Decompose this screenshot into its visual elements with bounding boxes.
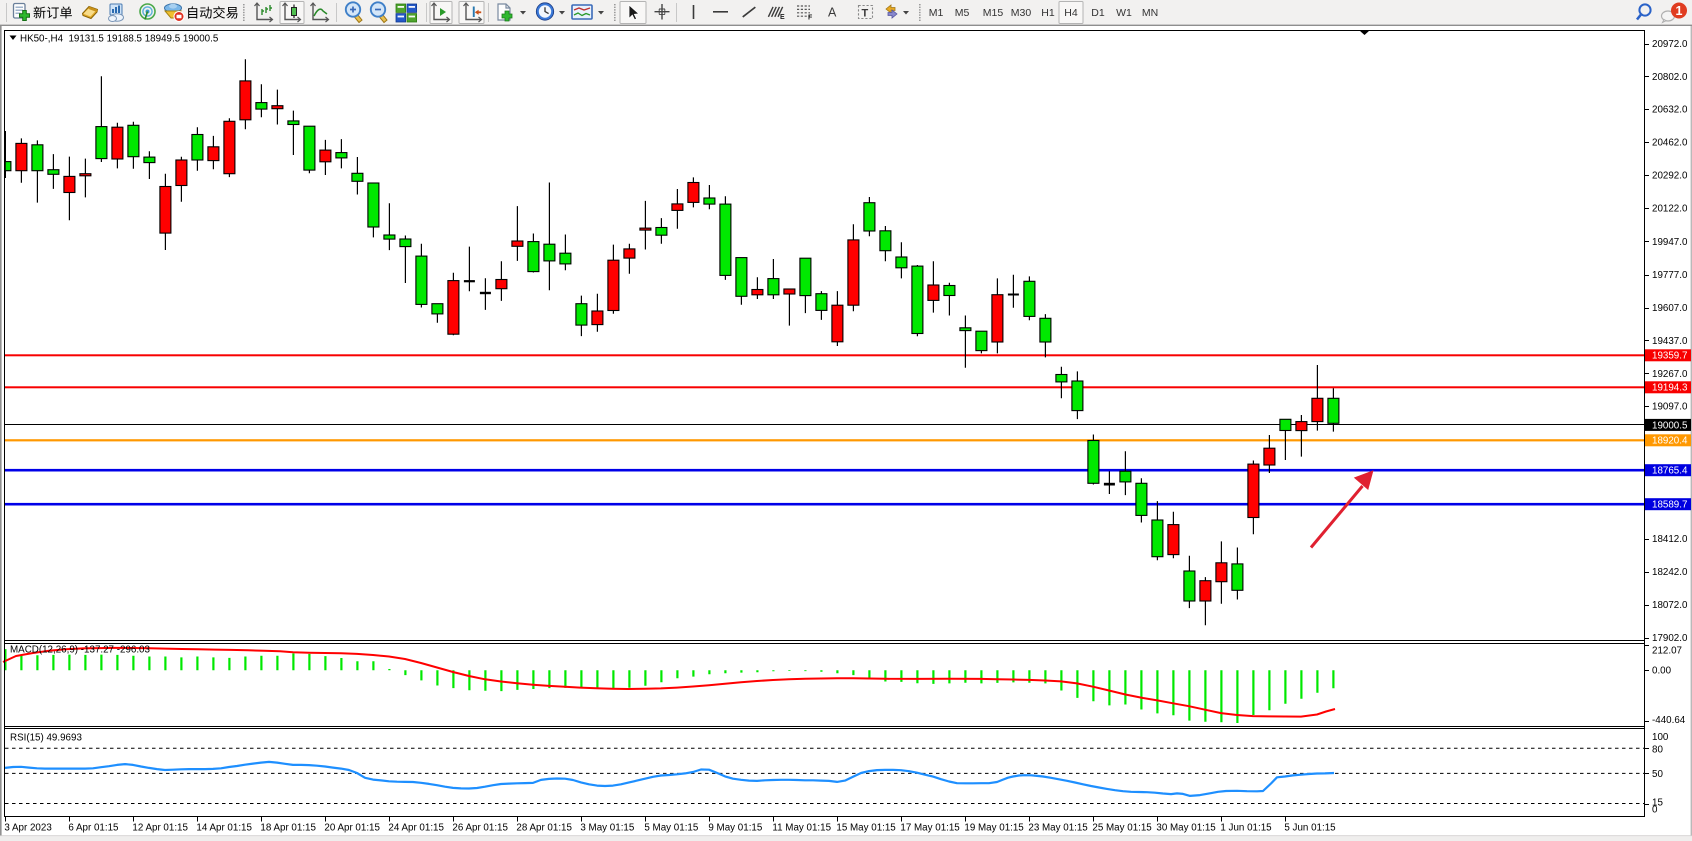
svg-text:M1: M1 <box>929 7 944 19</box>
svg-text:19194.3: 19194.3 <box>1652 383 1688 394</box>
svg-text:20462.0: 20462.0 <box>1652 138 1688 149</box>
svg-text:17902.0: 17902.0 <box>1652 633 1688 644</box>
svg-text:E: E <box>780 14 785 21</box>
svg-text:A: A <box>828 6 837 20</box>
svg-text:14 Apr 01:15: 14 Apr 01:15 <box>196 823 252 834</box>
svg-text:19947.0: 19947.0 <box>1652 237 1688 248</box>
svg-text:1: 1 <box>1676 4 1683 18</box>
svg-text:18 Apr 01:15: 18 Apr 01:15 <box>260 823 316 834</box>
svg-text:28 Apr 01:15: 28 Apr 01:15 <box>516 823 572 834</box>
svg-text:17 May 01:15: 17 May 01:15 <box>900 823 960 834</box>
svg-text:6 Apr 01:15: 6 Apr 01:15 <box>68 823 119 834</box>
svg-text:19777.0: 19777.0 <box>1652 270 1688 281</box>
svg-text:19437.0: 19437.0 <box>1652 336 1688 347</box>
svg-text:0.00: 0.00 <box>1652 666 1672 677</box>
svg-text:18589.7: 18589.7 <box>1652 500 1687 511</box>
svg-text:1 Jun 01:15: 1 Jun 01:15 <box>1220 823 1272 834</box>
svg-text:100: 100 <box>1652 732 1669 743</box>
svg-text:19359.7: 19359.7 <box>1652 351 1687 362</box>
svg-text:5 May 01:15: 5 May 01:15 <box>644 823 698 834</box>
svg-text:M5: M5 <box>955 7 970 19</box>
svg-text:MACD(12,26,9) -137.27 -296.03: MACD(12,26,9) -137.27 -296.03 <box>10 645 151 656</box>
svg-text:20802.0: 20802.0 <box>1652 72 1688 83</box>
svg-text:25 May 01:15: 25 May 01:15 <box>1092 823 1152 834</box>
svg-text:W1: W1 <box>1116 7 1132 19</box>
svg-text:15: 15 <box>1652 798 1663 809</box>
svg-text:9 May 01:15: 9 May 01:15 <box>708 823 762 834</box>
svg-text:212.07: 212.07 <box>1652 645 1682 656</box>
svg-text:15 May 01:15: 15 May 01:15 <box>836 823 896 834</box>
svg-text:19097.0: 19097.0 <box>1652 402 1688 413</box>
svg-text:50: 50 <box>1652 769 1663 780</box>
svg-text:T: T <box>862 7 869 19</box>
svg-text:0: 0 <box>1652 804 1658 815</box>
svg-text:20972.0: 20972.0 <box>1652 39 1688 50</box>
svg-text:19 May 01:15: 19 May 01:15 <box>964 823 1024 834</box>
svg-text:18765.4: 18765.4 <box>1652 466 1688 477</box>
svg-text:M15: M15 <box>983 7 1004 19</box>
svg-text:F: F <box>808 15 813 22</box>
svg-text:19000.5: 19000.5 <box>1652 420 1688 431</box>
svg-text:-440.64: -440.64 <box>1652 715 1686 726</box>
svg-text:19607.0: 19607.0 <box>1652 303 1688 314</box>
svg-text:M30: M30 <box>1011 7 1032 19</box>
svg-text:19267.0: 19267.0 <box>1652 369 1688 380</box>
svg-text:18412.0: 18412.0 <box>1652 534 1688 545</box>
svg-text:H1: H1 <box>1041 7 1055 19</box>
svg-text:H4: H4 <box>1064 7 1078 19</box>
svg-text:26 Apr 01:15: 26 Apr 01:15 <box>452 823 508 834</box>
svg-text:D1: D1 <box>1091 7 1105 19</box>
svg-text:24 Apr 01:15: 24 Apr 01:15 <box>388 823 444 834</box>
svg-text:20292.0: 20292.0 <box>1652 171 1688 182</box>
svg-text:RSI(15) 49.9693: RSI(15) 49.9693 <box>10 733 82 744</box>
svg-text:HK50-,H4 19131.5 19188.5 1894: HK50-,H4 19131.5 19188.5 18949.5 19000.5 <box>20 34 219 45</box>
svg-text:18072.0: 18072.0 <box>1652 600 1688 611</box>
svg-text:18920.4: 18920.4 <box>1652 436 1688 447</box>
svg-text:80: 80 <box>1652 744 1663 755</box>
svg-text:3 May 01:15: 3 May 01:15 <box>580 823 634 834</box>
svg-text:3 Apr 2023: 3 Apr 2023 <box>4 823 52 834</box>
svg-text:5 Jun 01:15: 5 Jun 01:15 <box>1284 823 1336 834</box>
svg-text:12 Apr 01:15: 12 Apr 01:15 <box>132 823 188 834</box>
svg-text:20632.0: 20632.0 <box>1652 105 1688 116</box>
svg-text:18242.0: 18242.0 <box>1652 567 1688 578</box>
svg-text:23 May 01:15: 23 May 01:15 <box>1028 823 1088 834</box>
svg-text:30 May 01:15: 30 May 01:15 <box>1156 823 1216 834</box>
svg-text:20 Apr 01:15: 20 Apr 01:15 <box>324 823 380 834</box>
svg-text:20122.0: 20122.0 <box>1652 203 1688 214</box>
svg-text:11 May 01:15: 11 May 01:15 <box>772 823 831 834</box>
svg-text:MN: MN <box>1142 7 1158 19</box>
